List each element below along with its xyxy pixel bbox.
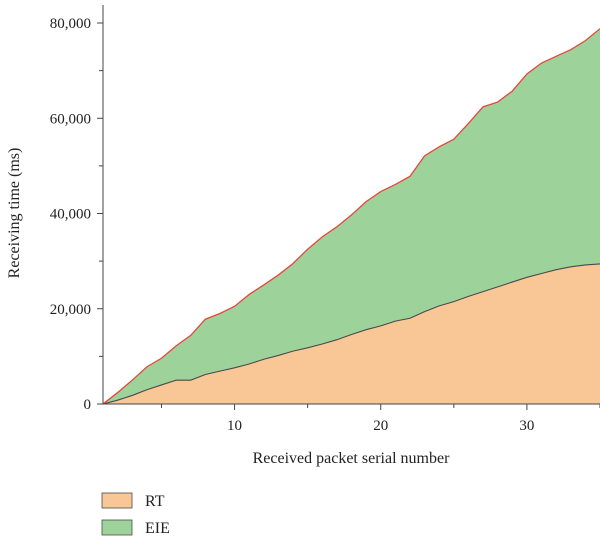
- legend-label-rt: RT: [145, 493, 165, 510]
- line-eie-top: [102, 28, 600, 405]
- y-tick-label: 40,000: [50, 207, 91, 223]
- legend: RT EIE: [101, 492, 170, 537]
- plot-area: [102, 28, 600, 405]
- area-rt: [103, 263, 600, 404]
- y-tick-label: 80,000: [50, 16, 91, 32]
- x-axis-label: Received packet serial number: [253, 450, 450, 467]
- axes: [97, 5, 600, 410]
- legend-label-eie: EIE: [145, 520, 170, 537]
- x-tick-label: 30: [519, 418, 534, 434]
- y-axis-label: Receiving time (ms): [6, 148, 23, 279]
- y-tick-label: 20,000: [50, 302, 91, 318]
- y-tick-label: 0: [84, 397, 92, 413]
- x-tick-label: 20: [373, 418, 388, 434]
- legend-swatch-eie: [101, 519, 133, 536]
- legend-item-rt: RT: [101, 492, 165, 510]
- line-rt: [102, 263, 600, 405]
- x-tick-label: 10: [227, 418, 242, 434]
- legend-swatch-rt: [101, 492, 133, 509]
- y-tick-label: 60,000: [50, 111, 91, 127]
- legend-item-eie: EIE: [101, 519, 170, 537]
- tick-labels: 0 20,000 40,000 60,000 80,000 10 20 30: [50, 16, 535, 434]
